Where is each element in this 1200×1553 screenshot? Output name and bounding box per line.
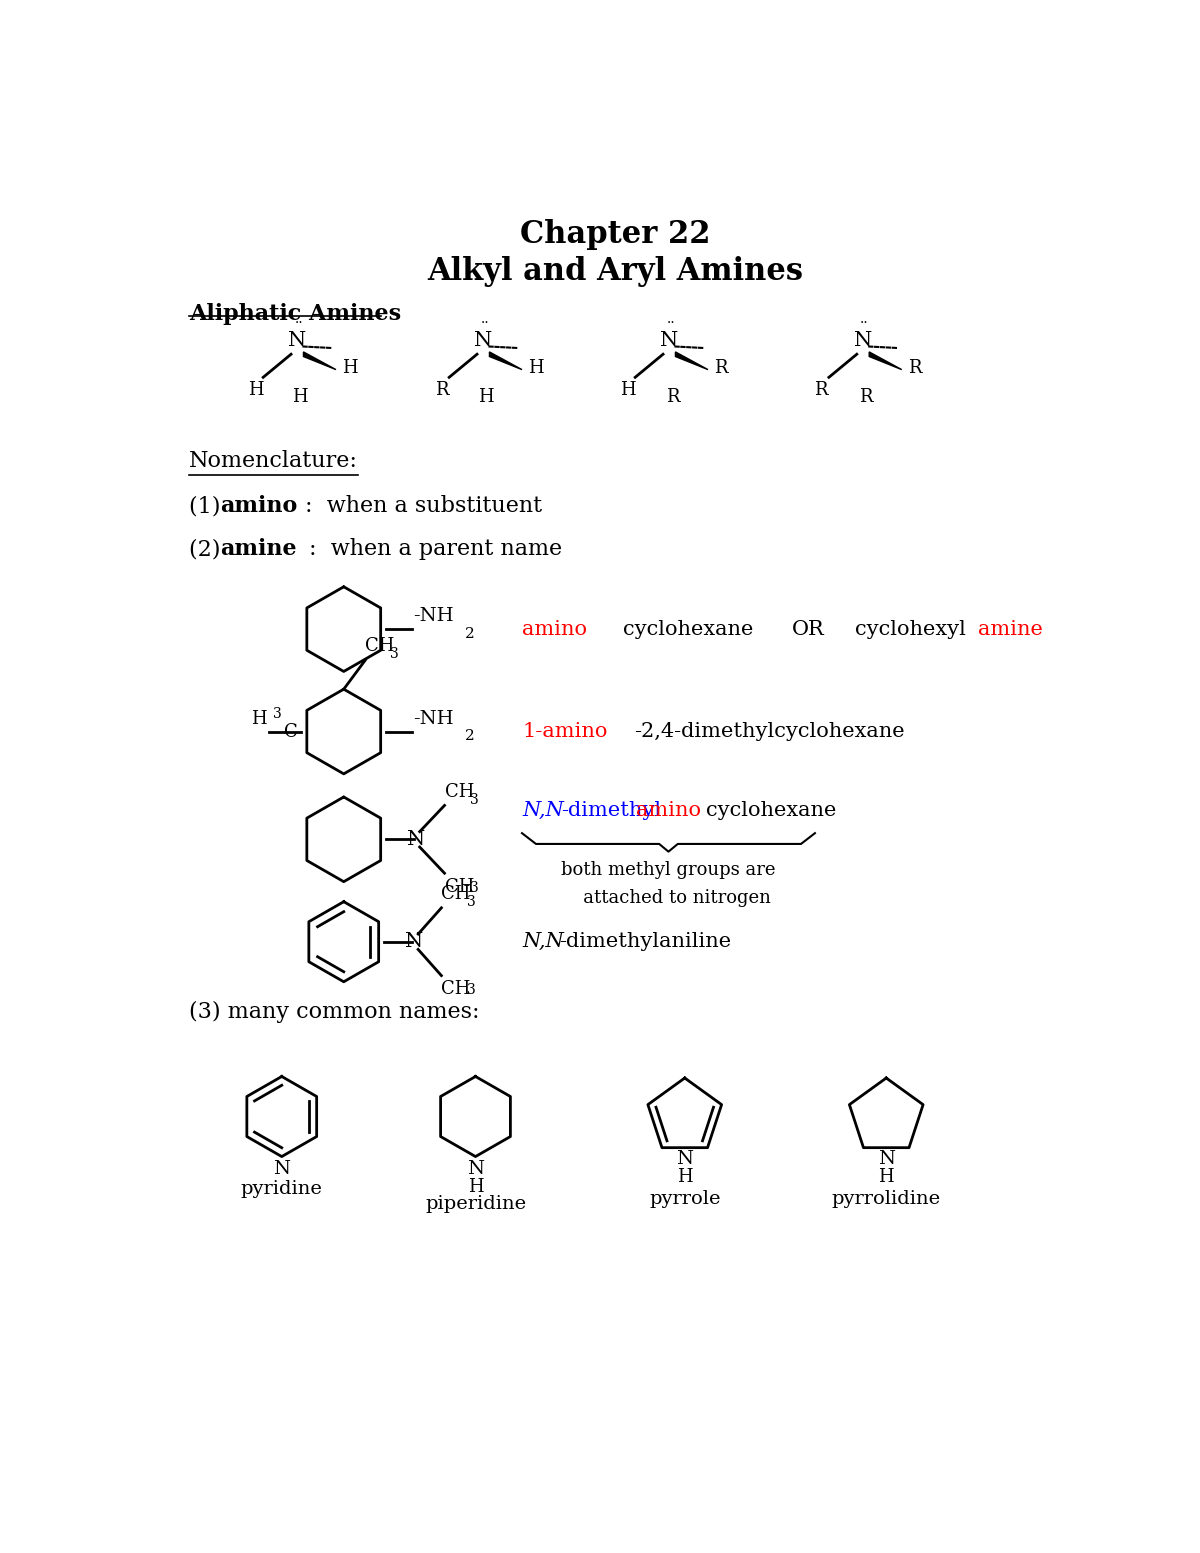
- Text: R: R: [434, 380, 448, 399]
- Text: -dimethyl: -dimethyl: [560, 800, 661, 820]
- Text: 3: 3: [467, 896, 475, 910]
- Text: 3: 3: [470, 881, 479, 895]
- Text: N: N: [660, 331, 678, 349]
- Text: cyclohexane: cyclohexane: [623, 620, 754, 638]
- Text: 3: 3: [274, 707, 282, 721]
- Text: N,N: N,N: [522, 800, 564, 820]
- Text: pyrrolidine: pyrrolidine: [832, 1190, 941, 1208]
- Text: -dimethylaniline: -dimethylaniline: [559, 932, 731, 952]
- Text: CH: CH: [442, 885, 470, 904]
- Text: N: N: [406, 932, 424, 952]
- Text: ··: ··: [666, 315, 676, 329]
- Text: N: N: [877, 1149, 895, 1168]
- Text: amine: amine: [220, 539, 296, 561]
- Text: CH: CH: [366, 637, 395, 655]
- Polygon shape: [304, 353, 336, 370]
- Text: amino: amino: [220, 495, 298, 517]
- Text: Alkyl and Aryl Amines: Alkyl and Aryl Amines: [427, 256, 803, 287]
- Text: 3: 3: [470, 794, 479, 808]
- Text: R: R: [666, 388, 679, 405]
- Text: N: N: [288, 331, 306, 349]
- Text: CH: CH: [444, 783, 474, 801]
- Text: pyridine: pyridine: [241, 1180, 323, 1197]
- Text: amine: amine: [978, 620, 1043, 638]
- Text: H: H: [528, 359, 544, 377]
- Text: -NH: -NH: [414, 710, 454, 728]
- Text: H: H: [293, 388, 308, 405]
- Text: H: H: [252, 710, 268, 728]
- Text: 3: 3: [467, 983, 475, 997]
- Text: cyclohexyl: cyclohexyl: [856, 620, 966, 638]
- Text: N: N: [677, 1149, 694, 1168]
- Text: both methyl groups are: both methyl groups are: [562, 860, 775, 879]
- Text: 2: 2: [466, 730, 475, 744]
- Text: attached to nitrogen: attached to nitrogen: [566, 888, 770, 907]
- Text: (2): (2): [188, 539, 227, 561]
- Text: N: N: [274, 1160, 290, 1179]
- Polygon shape: [490, 353, 522, 370]
- Text: Chapter 22: Chapter 22: [520, 219, 710, 250]
- Text: R: R: [714, 359, 727, 377]
- Text: H: H: [468, 1179, 484, 1196]
- Text: H: H: [619, 380, 635, 399]
- Text: N: N: [474, 331, 492, 349]
- Text: H: H: [342, 359, 358, 377]
- Text: N: N: [467, 1160, 484, 1177]
- Text: R: R: [908, 359, 922, 377]
- Text: R: R: [859, 388, 872, 405]
- Text: -2,4-dimethylcyclohexane: -2,4-dimethylcyclohexane: [635, 722, 905, 741]
- Text: H: H: [479, 388, 494, 405]
- Text: OR: OR: [792, 620, 824, 638]
- Text: amino: amino: [522, 620, 587, 638]
- Polygon shape: [869, 353, 901, 370]
- Text: pyrrole: pyrrole: [649, 1190, 720, 1208]
- Text: C: C: [284, 722, 298, 741]
- Text: 2: 2: [466, 627, 475, 641]
- Text: -NH: -NH: [414, 607, 454, 626]
- Text: N: N: [854, 331, 872, 349]
- Text: H: H: [247, 380, 263, 399]
- Text: Aliphatic Amines: Aliphatic Amines: [188, 303, 401, 325]
- Text: H: H: [878, 1168, 894, 1185]
- Text: ··: ··: [294, 315, 304, 329]
- Text: piperidine: piperidine: [425, 1196, 526, 1213]
- Text: N: N: [407, 829, 425, 849]
- Text: N,N: N,N: [522, 932, 564, 952]
- Text: :  when a substituent: : when a substituent: [305, 495, 542, 517]
- Text: R: R: [815, 380, 828, 399]
- Text: :  when a parent name: : when a parent name: [308, 539, 562, 561]
- Text: Nomenclature:: Nomenclature:: [188, 450, 358, 472]
- Text: ··: ··: [480, 315, 490, 329]
- Text: 3: 3: [390, 648, 398, 662]
- Text: 1-amino: 1-amino: [522, 722, 607, 741]
- Text: CH: CH: [442, 980, 470, 999]
- Text: amino: amino: [636, 800, 701, 820]
- Text: (1): (1): [188, 495, 227, 517]
- Text: (3) many common names:: (3) many common names:: [188, 1002, 479, 1023]
- Text: CH: CH: [444, 877, 474, 896]
- Text: ··: ··: [860, 315, 869, 329]
- Polygon shape: [676, 353, 708, 370]
- Text: H: H: [677, 1168, 692, 1185]
- Text: cyclohexane: cyclohexane: [706, 800, 836, 820]
